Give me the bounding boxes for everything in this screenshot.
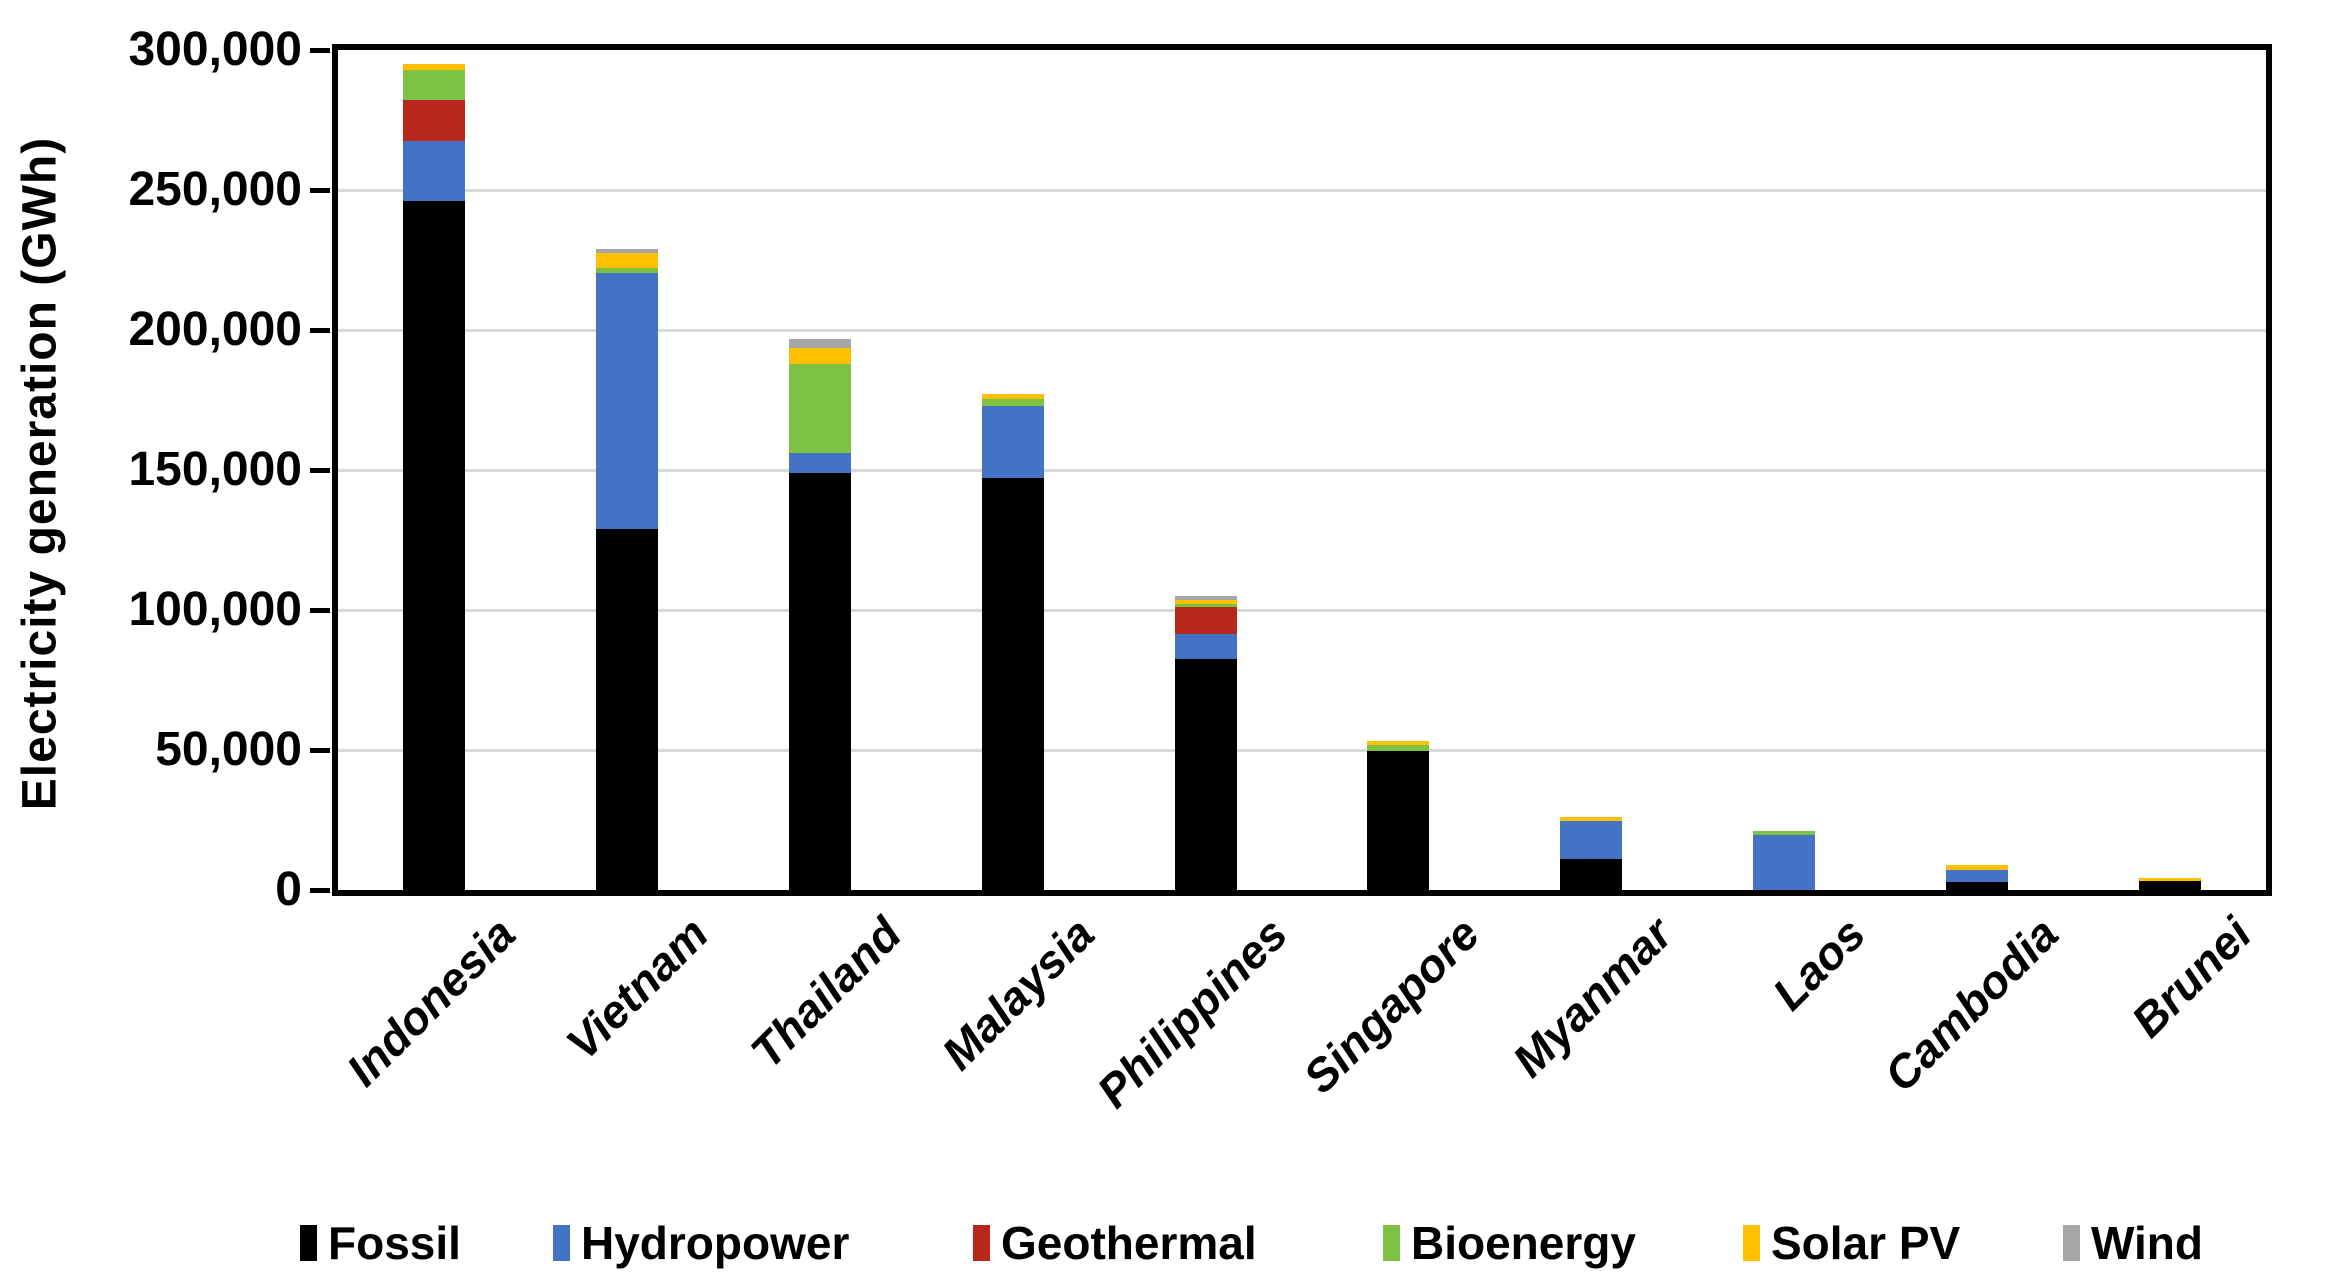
legend-item-geothermal: Geothermal xyxy=(973,1217,1257,1269)
bar-singapore-bioenergy xyxy=(1367,745,1430,752)
bar-thailand-bioenergy xyxy=(789,363,851,454)
legend-swatch-wind-icon xyxy=(2063,1225,2080,1261)
bar-indonesia-solar-pv xyxy=(403,64,466,70)
bar-brunei-fossil xyxy=(2138,880,2201,890)
legend-swatch-geothermal-icon xyxy=(973,1225,990,1261)
y-axis-tick-label-50000: 50,000 xyxy=(155,723,302,776)
bar-philippines-geothermal xyxy=(1174,606,1237,634)
y-axis-tick-300000 xyxy=(310,48,330,53)
legend-label-geothermal: Geothermal xyxy=(1001,1217,1257,1269)
legend-swatch-bioenergy-icon xyxy=(1383,1225,1400,1261)
legend-swatch-hydropower-icon xyxy=(553,1225,570,1261)
legend-label-bioenergy: Bioenergy xyxy=(1411,1217,1636,1269)
bar-singapore-solar-pv xyxy=(1367,741,1430,746)
legend-label-solar-pv: Solar PV xyxy=(1771,1217,1961,1269)
gridline-100000 xyxy=(338,609,2266,612)
bar-thailand-hydropower xyxy=(789,453,851,473)
legend-label-wind: Wind xyxy=(2091,1217,2203,1269)
legend-item-wind: Wind xyxy=(2063,1217,2203,1269)
y-axis-tick-label-100000: 100,000 xyxy=(128,583,302,636)
legend-label-hydropower: Hydropower xyxy=(581,1217,850,1269)
bar-laos-hydropower xyxy=(1753,834,1815,890)
bar-singapore-fossil xyxy=(1367,751,1430,890)
y-axis-tick-label-0: 0 xyxy=(275,863,302,916)
bar-brunei-solar-pv xyxy=(2138,877,2201,881)
bar-malaysia-solar-pv xyxy=(981,394,1044,399)
y-axis-tick-200000 xyxy=(310,328,330,333)
bar-thailand-solar-pv xyxy=(789,348,851,364)
bar-vietnam-solar-pv xyxy=(596,253,659,269)
legend-item-bioenergy: Bioenergy xyxy=(1383,1217,1636,1269)
bar-myanmar-fossil xyxy=(1560,859,1623,890)
bar-myanmar-solar-pv xyxy=(1560,817,1623,822)
bar-malaysia-hydropower xyxy=(981,405,1044,479)
legend-label-fossil: Fossil xyxy=(328,1217,461,1269)
legend-swatch-solar-pv-icon xyxy=(1743,1225,1760,1261)
legend-item-fossil: Fossil xyxy=(300,1217,461,1269)
bar-thailand-wind xyxy=(789,338,851,349)
bar-malaysia-bioenergy xyxy=(981,398,1044,406)
bar-indonesia-geothermal xyxy=(403,100,466,141)
bar-indonesia-hydropower xyxy=(403,141,466,202)
y-axis-tick-100000 xyxy=(310,608,330,613)
bar-indonesia-fossil xyxy=(403,201,466,890)
gridline-200000 xyxy=(338,329,2266,332)
y-axis-tick-label-150000: 150,000 xyxy=(128,443,302,496)
y-axis-tick-250000 xyxy=(310,188,330,193)
bar-philippines-hydropower xyxy=(1174,633,1237,659)
bar-vietnam-hydropower xyxy=(596,272,659,529)
bar-philippines-wind xyxy=(1174,595,1237,600)
gridline-150000 xyxy=(338,469,2266,472)
y-axis-tick-label-300000: 300,000 xyxy=(128,23,302,76)
y-axis-tick-label-200000: 200,000 xyxy=(128,303,302,356)
legend-item-solar-pv: Solar PV xyxy=(1743,1217,1961,1269)
bar-cambodia-hydropower xyxy=(1945,869,2008,882)
plot-border xyxy=(332,44,2272,896)
y-axis-tick-150000 xyxy=(310,468,330,473)
bar-vietnam-fossil xyxy=(596,528,659,890)
y-axis-tick-0 xyxy=(310,888,330,893)
bar-philippines-solar-pv xyxy=(1174,599,1237,604)
y-axis-tick-50000 xyxy=(310,748,330,753)
gridline-50000 xyxy=(338,749,2266,752)
bar-cambodia-solar-pv xyxy=(1945,864,2008,870)
bar-vietnam-wind xyxy=(596,248,659,253)
gridline-250000 xyxy=(338,189,2266,192)
bar-myanmar-hydropower xyxy=(1560,821,1623,860)
bar-vietnam-bioenergy xyxy=(596,268,659,273)
bar-malaysia-fossil xyxy=(981,478,1044,890)
bar-laos-bioenergy xyxy=(1753,830,1815,835)
bar-philippines-fossil xyxy=(1174,659,1237,890)
bar-indonesia-bioenergy xyxy=(403,69,466,101)
bar-thailand-fossil xyxy=(789,472,851,890)
bar-philippines-bioenergy xyxy=(1174,603,1237,607)
legend-item-hydropower: Hydropower xyxy=(553,1217,850,1269)
bar-cambodia-fossil xyxy=(1945,881,2008,890)
y-axis-tick-label-250000: 250,000 xyxy=(128,163,302,216)
legend-swatch-fossil-icon xyxy=(300,1225,317,1261)
